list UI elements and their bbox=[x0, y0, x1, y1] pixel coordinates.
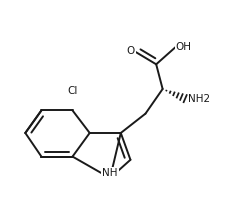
Text: O: O bbox=[127, 46, 135, 56]
Text: OH: OH bbox=[175, 42, 192, 52]
Text: Cl: Cl bbox=[67, 86, 78, 96]
Text: NH: NH bbox=[102, 168, 118, 178]
Text: NH2: NH2 bbox=[188, 94, 210, 104]
